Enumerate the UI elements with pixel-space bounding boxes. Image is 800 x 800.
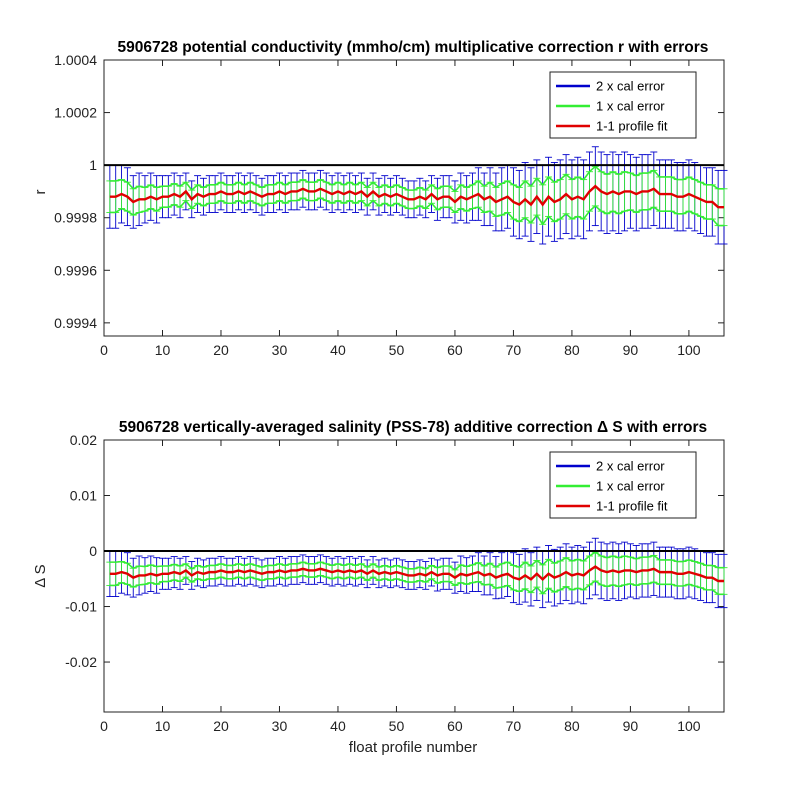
- y-tick-label: 0.9996: [54, 262, 97, 278]
- legend-label: 1-1 profile fit: [596, 119, 668, 134]
- panel-salinity-correction: 5906728 vertically-averaged salinity (PS…: [32, 419, 728, 756]
- legend-label: 2 x cal error: [596, 459, 665, 474]
- x-tick-label: 30: [272, 718, 288, 734]
- fit-line: [109, 565, 724, 583]
- y-axis-label: Δ S: [32, 564, 49, 587]
- x-tick-label: 50: [389, 718, 405, 734]
- panel-conductivity-correction: 5906728 potential conductivity (mmho/cm)…: [32, 39, 728, 358]
- y-tick-label: 0: [89, 543, 97, 559]
- y-tick-label: 0.9994: [54, 315, 97, 331]
- chart-title: 5906728 vertically-averaged salinity (PS…: [119, 419, 707, 436]
- y-tick-label: -0.02: [65, 654, 97, 670]
- x-tick-label: 40: [330, 718, 346, 734]
- x-tick-label: 100: [677, 342, 701, 358]
- x-axis-label: float profile number: [349, 739, 477, 756]
- one-sigma-upper-line: [109, 551, 724, 571]
- x-tick-label: 0: [100, 718, 108, 734]
- one-sigma-lower-line: [109, 574, 724, 596]
- x-tick-label: 80: [564, 718, 580, 734]
- x-tick-label: 100: [677, 718, 701, 734]
- y-tick-label: 0.01: [70, 488, 97, 504]
- x-tick-label: 90: [623, 718, 639, 734]
- legend: 2 x cal error 1 x cal error 1-1 profile fi…: [549, 451, 697, 519]
- y-tick-label: 1.0004: [54, 52, 97, 68]
- legend: 2 x cal error 1 x cal error 1-1 profile fi…: [549, 71, 697, 139]
- x-tick-label: 40: [330, 342, 346, 358]
- legend-label: 2 x cal error: [596, 79, 665, 94]
- x-tick-label: 70: [506, 718, 522, 734]
- x-tick-label: 20: [213, 718, 229, 734]
- y-tick-label: -0.01: [65, 599, 97, 615]
- y-tick-label: 1: [89, 157, 97, 173]
- x-tick-label: 30: [272, 342, 288, 358]
- x-tick-label: 60: [447, 342, 463, 358]
- x-tick-label: 80: [564, 342, 580, 358]
- y-tick-label: 0.02: [70, 432, 97, 448]
- fit-line: [109, 184, 724, 209]
- legend-label: 1 x cal error: [596, 479, 665, 494]
- chart-title: 5906728 potential conductivity (mmho/cm)…: [118, 39, 709, 56]
- x-tick-label: 10: [155, 342, 171, 358]
- x-tick-label: 10: [155, 718, 171, 734]
- one-sigma-lower-line: [109, 197, 724, 227]
- x-tick-label: 20: [213, 342, 229, 358]
- x-tick-label: 0: [100, 342, 108, 358]
- legend-label: 1-1 profile fit: [596, 499, 668, 514]
- x-tick-label: 90: [623, 342, 639, 358]
- legend-label: 1 x cal error: [596, 99, 665, 114]
- y-tick-label: 0.9998: [54, 210, 97, 226]
- x-tick-label: 70: [506, 342, 522, 358]
- y-tick-label: 1.0002: [54, 105, 97, 121]
- y-axis-label: r: [32, 190, 49, 195]
- x-tick-label: 50: [389, 342, 405, 358]
- x-tick-label: 60: [447, 718, 463, 734]
- one-sigma-upper-line: [109, 165, 724, 193]
